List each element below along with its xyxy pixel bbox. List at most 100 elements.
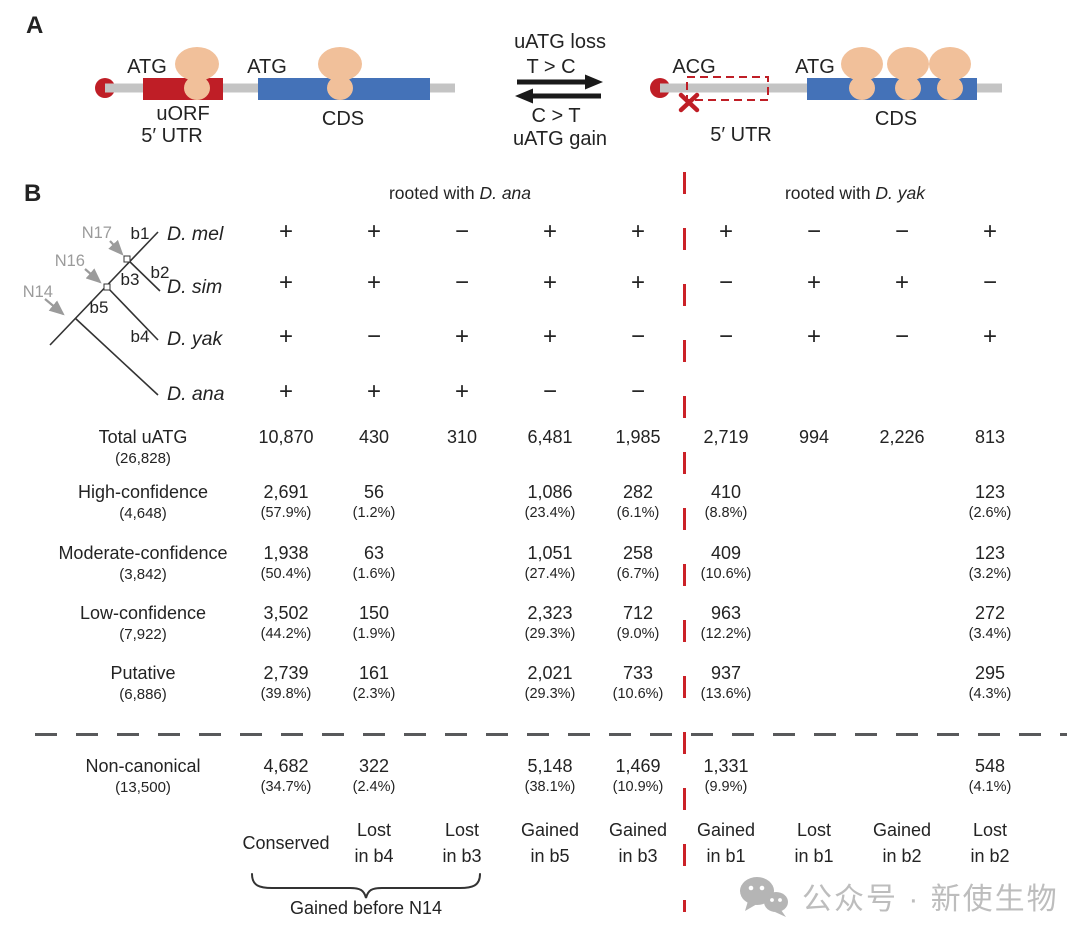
red-dashed-divider — [683, 172, 686, 912]
count-cell: 123 (2.6%) — [946, 480, 1034, 523]
count-value: 733 — [622, 663, 654, 683]
row-label: Non-canonical (13,500) — [0, 754, 242, 797]
count-cell — [858, 601, 946, 644]
sign-cell: + — [542, 218, 557, 245]
footer-label-line: Gained — [608, 820, 668, 840]
sign-cell: − — [894, 323, 909, 350]
count-cell — [858, 661, 946, 704]
count-cell: 1,985 — [594, 425, 682, 468]
count-value: 1,469 — [615, 756, 661, 776]
sign-cell: − — [718, 323, 733, 350]
mutation-arrows: uATG loss T > C C > T uATG gain — [513, 31, 607, 150]
watermark: 公众号 · 新使生物 — [738, 874, 1059, 918]
c-to-t-label: C > T — [531, 105, 580, 127]
panel-b-label: B — [24, 180, 42, 207]
count-value: 2,323 — [527, 603, 573, 623]
footer-label: Lost in b2 — [946, 814, 1034, 872]
utr5-label: 5′ UTR — [141, 125, 203, 147]
count-cell: 310 — [418, 425, 506, 468]
sign-cell: + — [806, 323, 821, 350]
count-percent: (2.3%) — [352, 686, 396, 702]
panel-a-label: A — [26, 12, 44, 39]
table-row-non-canonical: Non-canonical (13,500) 4,682 (34.7%) 322 (2.4… — [0, 754, 1034, 797]
count-value: 258 — [622, 543, 654, 563]
count-percent: (23.4%) — [524, 505, 576, 521]
count-value: 5,148 — [527, 756, 573, 776]
count-value: 282 — [622, 482, 654, 502]
count-value: 3,502 — [263, 603, 309, 623]
branch-label-b1: b1 — [131, 224, 150, 243]
uorf-label: uORF — [156, 103, 209, 125]
watermark-text: 公众号 · 新使生物 — [802, 883, 1059, 916]
count-value: 937 — [710, 663, 742, 683]
count-cell: 733 (10.6%) — [594, 661, 682, 704]
count-percent: (1.2%) — [352, 505, 396, 521]
footer-label: Gained in b3 — [594, 814, 682, 872]
sign-cell: + — [718, 218, 733, 245]
cds-box — [807, 78, 977, 100]
count-value: 2,739 — [263, 663, 309, 683]
count-value: 2,691 — [263, 482, 309, 502]
count-cell: 258 (6.7%) — [594, 541, 682, 584]
count-value: 430 — [358, 427, 390, 447]
table-row-low-confidence: Low-confidence (7,922) 3,502 (44.2%) 150 (1.9… — [0, 601, 1034, 644]
sign-cell: + — [366, 378, 381, 405]
count-cell: 2,719 — [682, 425, 770, 468]
footer-label: Gained in b2 — [858, 814, 946, 872]
count-percent: (44.2%) — [260, 626, 312, 642]
count-percent: (34.7%) — [260, 779, 312, 795]
count-percent: (4.1%) — [968, 779, 1012, 795]
row-name: Low-confidence — [79, 603, 207, 623]
panel-a-diagram: ATG ATG uORF 5′ UTR CDS uATG loss T > C … — [95, 31, 1002, 150]
atg-label-uorf: ATG — [127, 56, 167, 78]
sign-cell: + — [630, 269, 645, 296]
cds-label: CDS — [875, 108, 917, 130]
column-footnotes: Conserved Lost in b4 Lost in b3 Gained in b5 Ga… — [0, 814, 1034, 872]
footer-label-line: Lost — [972, 820, 1008, 840]
sign-cell: − — [630, 323, 645, 350]
sign-cell: + — [454, 323, 469, 350]
sign-cell: + — [366, 269, 381, 296]
footer-label-line: in b5 — [530, 846, 570, 866]
count-cell — [770, 754, 858, 797]
table-row-total-uatg: Total uATG (26,828) 10,870 430 310 6,481 1,985… — [0, 425, 1034, 468]
count-value: 1,331 — [703, 756, 749, 776]
count-cell: 937 (13.6%) — [682, 661, 770, 704]
count-cell: 1,086 (23.4%) — [506, 480, 594, 523]
footer-label-line: in b2 — [970, 846, 1010, 866]
count-value: 123 — [974, 482, 1006, 502]
count-cell — [858, 480, 946, 523]
count-value: 963 — [710, 603, 742, 623]
sign-cell — [770, 377, 858, 407]
uatg-loss-label: uATG loss — [514, 31, 606, 53]
uatg-gain-label: uATG gain — [513, 128, 607, 150]
footer-label: Lost in b1 — [770, 814, 858, 872]
footer-label-line: Lost — [444, 820, 480, 840]
row-label: Moderate-confidence (3,842) — [0, 541, 242, 584]
lost-uorf-dashed-box — [686, 76, 769, 101]
sign-cell: − — [806, 218, 821, 245]
atg-label-cds: ATG — [795, 56, 835, 78]
tree-node-n17 — [123, 255, 131, 263]
node-label-n14: N14 — [23, 283, 53, 301]
footer-label-line: in b1 — [706, 846, 746, 866]
count-cell: 2,021 (29.3%) — [506, 661, 594, 704]
count-value: 2,226 — [879, 427, 925, 447]
count-percent: (2.6%) — [968, 505, 1012, 521]
gained-before-n14-brace — [251, 873, 481, 899]
footer-label-line: Gained — [520, 820, 580, 840]
header-rooted-with-d-yak: rooted with D. yak — [690, 182, 1020, 204]
count-value: 6,481 — [527, 427, 573, 447]
sign-cell: − — [718, 269, 733, 296]
footer-label-line: in b2 — [882, 846, 922, 866]
row-name: Total uATG — [98, 427, 188, 447]
count-cell: 4,682 (34.7%) — [242, 754, 330, 797]
sign-cell: + — [454, 378, 469, 405]
sign-cell: + — [278, 378, 293, 405]
sign-cell: − — [542, 378, 557, 405]
ribosome-icon — [929, 47, 971, 100]
sign-row-d-sim: + + − + + − + + − — [0, 268, 1034, 298]
footer-label-line: Lost — [356, 820, 392, 840]
t-to-c-label: T > C — [526, 56, 575, 78]
